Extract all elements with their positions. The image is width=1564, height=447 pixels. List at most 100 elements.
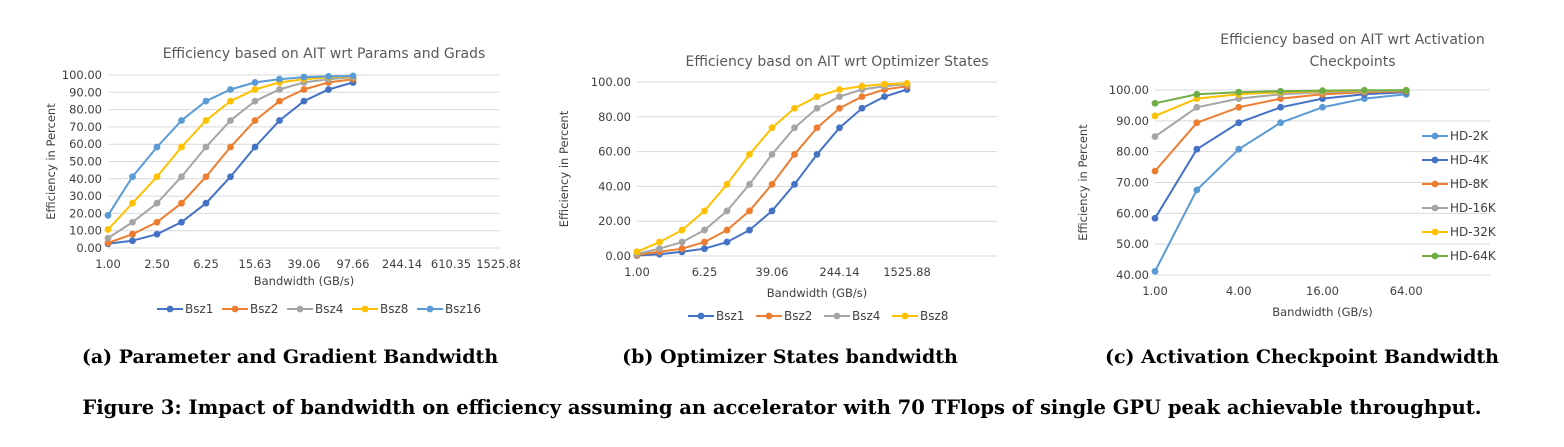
x-tick-label: 39.06 [288,257,321,271]
series-line-hd-8k [1154,90,1407,172]
data-point [202,117,210,124]
data-point [858,82,866,90]
data-point [153,218,161,226]
y-axis-label: Efficiency in Percent [1076,124,1090,241]
legend-label: HD-64K [1450,249,1497,263]
legend-label: Bsz16 [445,302,481,316]
caption-a: (a) Parameter and Gradient Bandwidth [81,346,499,368]
data-point [153,199,161,207]
y-tick-label: 80.00 [1116,145,1149,159]
data-point [1402,86,1410,94]
x-axis-label: Bandwidth (GB/s) [1272,305,1373,319]
data-point [202,173,210,181]
x-axis-label: Bandwidth (GB/s) [767,286,868,300]
data-point [227,173,234,181]
data-point [813,93,821,101]
x-tick-label: 244.14 [382,257,422,271]
y-tick-label: 90.00 [69,85,102,99]
series-line-bsz4 [636,83,908,255]
x-tick-label: 2.50 [144,257,170,271]
x-axis-label: Bandwidth (GB/s) [254,274,355,288]
data-point [202,199,210,207]
data-point [251,86,259,93]
data-point [104,226,112,233]
y-tick-label: 0.00 [605,249,631,263]
x-tick-label: 6.25 [193,257,219,271]
x-tick-label: 64.00 [1390,284,1423,298]
data-point [836,86,843,93]
chart-optimizer-states: Efficiency basd on AIT wrt Optimizer Sta… [557,54,997,323]
data-point [701,238,708,246]
data-point [836,124,843,132]
y-tick-label: 60.00 [598,145,631,159]
data-point [202,143,210,151]
data-point [1193,90,1201,98]
legend-marker [697,312,705,320]
data-point [1235,145,1243,153]
data-point [1235,88,1243,96]
data-point [251,117,259,124]
data-point [227,143,234,151]
data-point [276,86,283,93]
data-point [1151,267,1159,275]
data-point [227,117,234,124]
x-tick-label: 1.00 [1142,284,1168,298]
data-point [153,173,161,181]
data-point [746,180,753,188]
data-point [723,180,731,188]
data-point [178,143,185,151]
data-point [723,238,731,246]
data-point [178,218,185,226]
chart-params-grads: Efficiency based on AIT wrt Params and G… [44,46,520,316]
legend-marker [1431,228,1439,236]
data-point [678,226,686,234]
y-axis-label: Efficiency in Percent [44,103,58,220]
data-point [1360,86,1368,94]
y-tick-label: 100.00 [1109,83,1149,97]
legend-marker [833,312,841,320]
data-point [791,180,798,188]
legend-label: Bsz1 [716,309,744,323]
legend-label: HD-8K [1450,177,1489,191]
caption-b: (b) Optimizer States bandwidth [622,346,958,368]
figure-caption: Figure 3: Impact of bandwidth on efficie… [82,396,1482,419]
data-point [276,97,283,105]
chart-title: Efficiency based on AIT wrt Activation [1220,32,1484,48]
data-point [129,230,136,238]
data-point [746,226,753,234]
data-point [276,75,283,83]
legend-label: HD-2K [1450,129,1489,143]
legend-marker [1431,156,1439,164]
y-tick-label: 50.00 [1116,237,1149,251]
legend-label: Bsz8 [380,302,408,316]
x-tick-label: 244.14 [819,265,859,279]
x-tick-label: 610.35 [431,257,471,271]
data-point [746,150,753,158]
data-point [701,226,708,234]
data-point [1277,103,1285,111]
data-point [129,173,136,181]
data-point [656,238,663,246]
data-point [813,150,821,158]
y-tick-label: 20.00 [69,206,102,220]
data-point [104,211,112,219]
legend-marker [901,312,909,320]
legend-label: Bsz4 [852,309,880,323]
chart-title: Efficiency basd on AIT wrt Optimizer Sta… [685,54,988,70]
data-point [678,238,686,246]
y-tick-label: 60.00 [1116,206,1149,220]
data-point [701,207,708,215]
data-point [178,173,185,181]
data-point [1151,99,1159,107]
legend-marker [1431,132,1439,140]
y-tick-label: 60.00 [69,137,102,151]
x-tick-label: 1525.88 [476,257,520,271]
y-tick-label: 20.00 [598,214,631,228]
data-point [1151,112,1159,120]
caption-c: (c) Activation Checkpoint Bandwidth [1105,346,1499,368]
y-tick-label: 40.00 [598,179,631,193]
legend-marker [765,312,773,320]
data-point [349,72,357,80]
series-line-bsz8 [636,82,908,253]
data-point [251,143,259,151]
